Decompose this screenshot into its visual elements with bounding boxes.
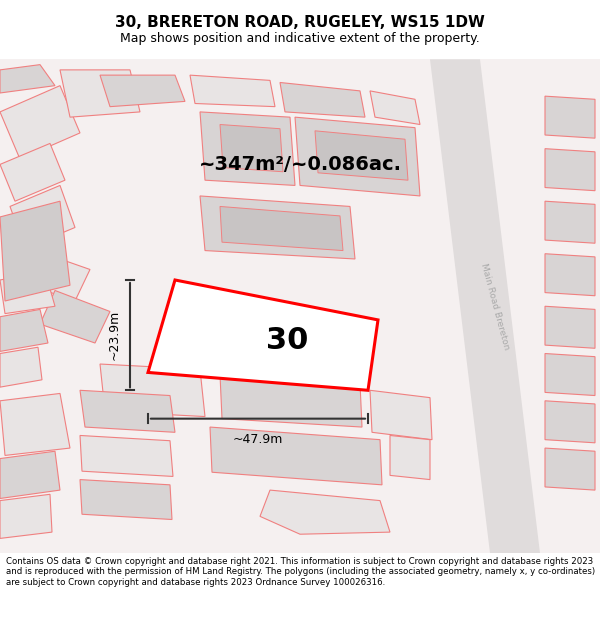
Polygon shape [545, 306, 595, 348]
Polygon shape [10, 186, 75, 249]
Polygon shape [200, 112, 295, 186]
Polygon shape [60, 70, 140, 117]
Polygon shape [0, 272, 55, 314]
Text: ~47.9m: ~47.9m [233, 433, 283, 446]
Text: ~347m²/~0.086ac.: ~347m²/~0.086ac. [199, 155, 401, 174]
Polygon shape [210, 427, 382, 485]
Polygon shape [40, 291, 110, 343]
Polygon shape [0, 86, 80, 159]
Polygon shape [280, 82, 365, 117]
Polygon shape [295, 117, 420, 196]
Polygon shape [100, 364, 205, 416]
Polygon shape [0, 201, 70, 301]
Polygon shape [545, 96, 595, 138]
Text: ~23.9m: ~23.9m [107, 310, 121, 360]
Polygon shape [545, 254, 595, 296]
Polygon shape [545, 149, 595, 191]
Polygon shape [0, 143, 65, 201]
Polygon shape [80, 479, 172, 519]
Polygon shape [370, 390, 432, 439]
Polygon shape [80, 436, 173, 476]
Polygon shape [315, 131, 408, 180]
Polygon shape [200, 196, 355, 259]
Polygon shape [0, 348, 42, 387]
Polygon shape [0, 309, 48, 351]
Polygon shape [545, 201, 595, 243]
Polygon shape [370, 91, 420, 124]
Text: Map shows position and indicative extent of the property.: Map shows position and indicative extent… [120, 31, 480, 44]
Polygon shape [15, 249, 90, 301]
Polygon shape [220, 124, 283, 172]
Polygon shape [260, 490, 390, 534]
Polygon shape [148, 280, 378, 390]
Text: Main Road Brereton: Main Road Brereton [479, 262, 511, 351]
Polygon shape [220, 374, 362, 427]
Polygon shape [390, 436, 430, 479]
Text: Contains OS data © Crown copyright and database right 2021. This information is : Contains OS data © Crown copyright and d… [6, 557, 595, 586]
Polygon shape [220, 206, 343, 251]
Polygon shape [0, 451, 60, 499]
Polygon shape [0, 394, 70, 456]
Polygon shape [430, 59, 540, 553]
Polygon shape [545, 401, 595, 443]
Text: 30: 30 [266, 326, 308, 355]
Text: 30, BRERETON ROAD, RUGELEY, WS15 1DW: 30, BRERETON ROAD, RUGELEY, WS15 1DW [115, 15, 485, 30]
Polygon shape [545, 448, 595, 490]
Polygon shape [100, 75, 185, 107]
Polygon shape [0, 494, 52, 538]
Polygon shape [545, 354, 595, 396]
Polygon shape [80, 390, 175, 432]
Polygon shape [0, 64, 55, 93]
Polygon shape [190, 75, 275, 107]
